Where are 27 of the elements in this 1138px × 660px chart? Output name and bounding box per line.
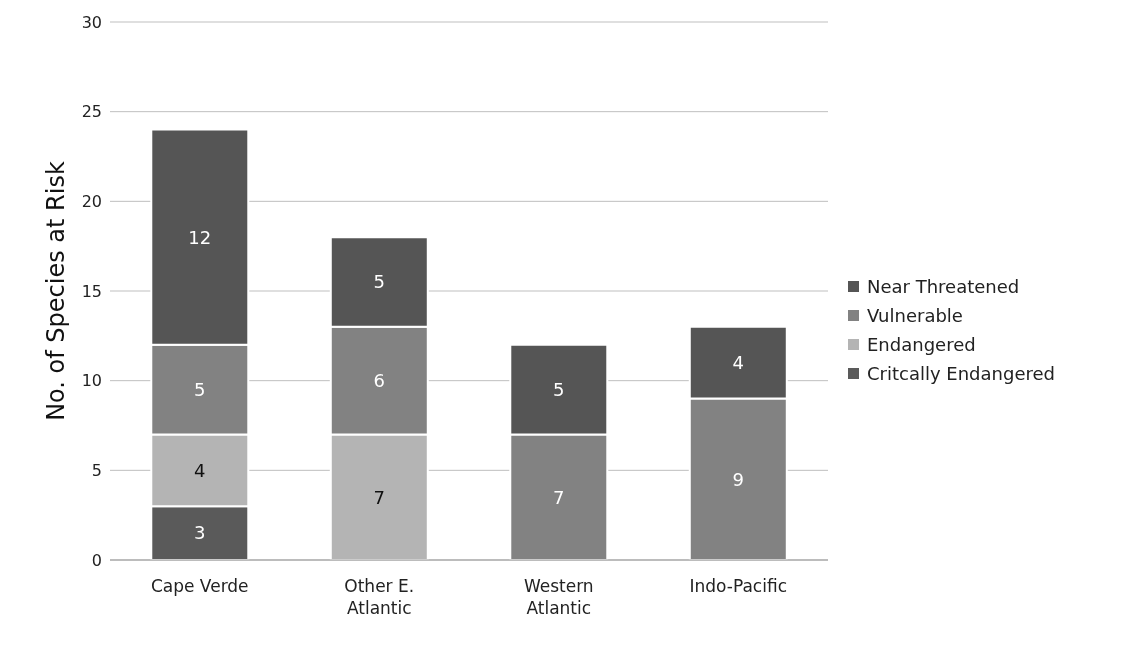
y-tick-label: 25 [81, 102, 102, 122]
y-tick-label: 10 [81, 371, 102, 391]
data-label: 7 [373, 486, 386, 508]
y-tick-label: 5 [91, 461, 102, 481]
legend-label: Vulnerable [867, 305, 963, 326]
legend-label: Critcally Endangered [867, 363, 1055, 384]
x-tick-label: Other E. Atlantic [344, 576, 415, 619]
data-label: 5 [553, 379, 565, 401]
data-label: 7 [553, 486, 565, 508]
data-label: 5 [194, 379, 206, 401]
y-tick-label: 20 [81, 192, 102, 212]
data-label: 12 [188, 226, 212, 248]
data-label: 3 [194, 522, 206, 544]
data-label: 6 [373, 370, 386, 392]
legend-label: Near Threatened [867, 276, 1020, 297]
y-tick-label: 15 [81, 281, 102, 301]
x-tick-label: Cape Verde [150, 576, 249, 597]
y-tick-label: 0 [91, 550, 102, 570]
legend-label: Endangered [867, 334, 976, 355]
x-tick-label: Indo-Pacific [689, 576, 787, 597]
data-label: 5 [373, 271, 386, 293]
data-label: 4 [732, 352, 745, 374]
y-axis-title: No. of Species at Risk [41, 161, 70, 421]
y-tick-label: 30 [81, 12, 102, 32]
data-label: 4 [194, 459, 206, 481]
data-label: 9 [732, 468, 745, 490]
x-tick-label: Western Atlantic [523, 576, 594, 619]
